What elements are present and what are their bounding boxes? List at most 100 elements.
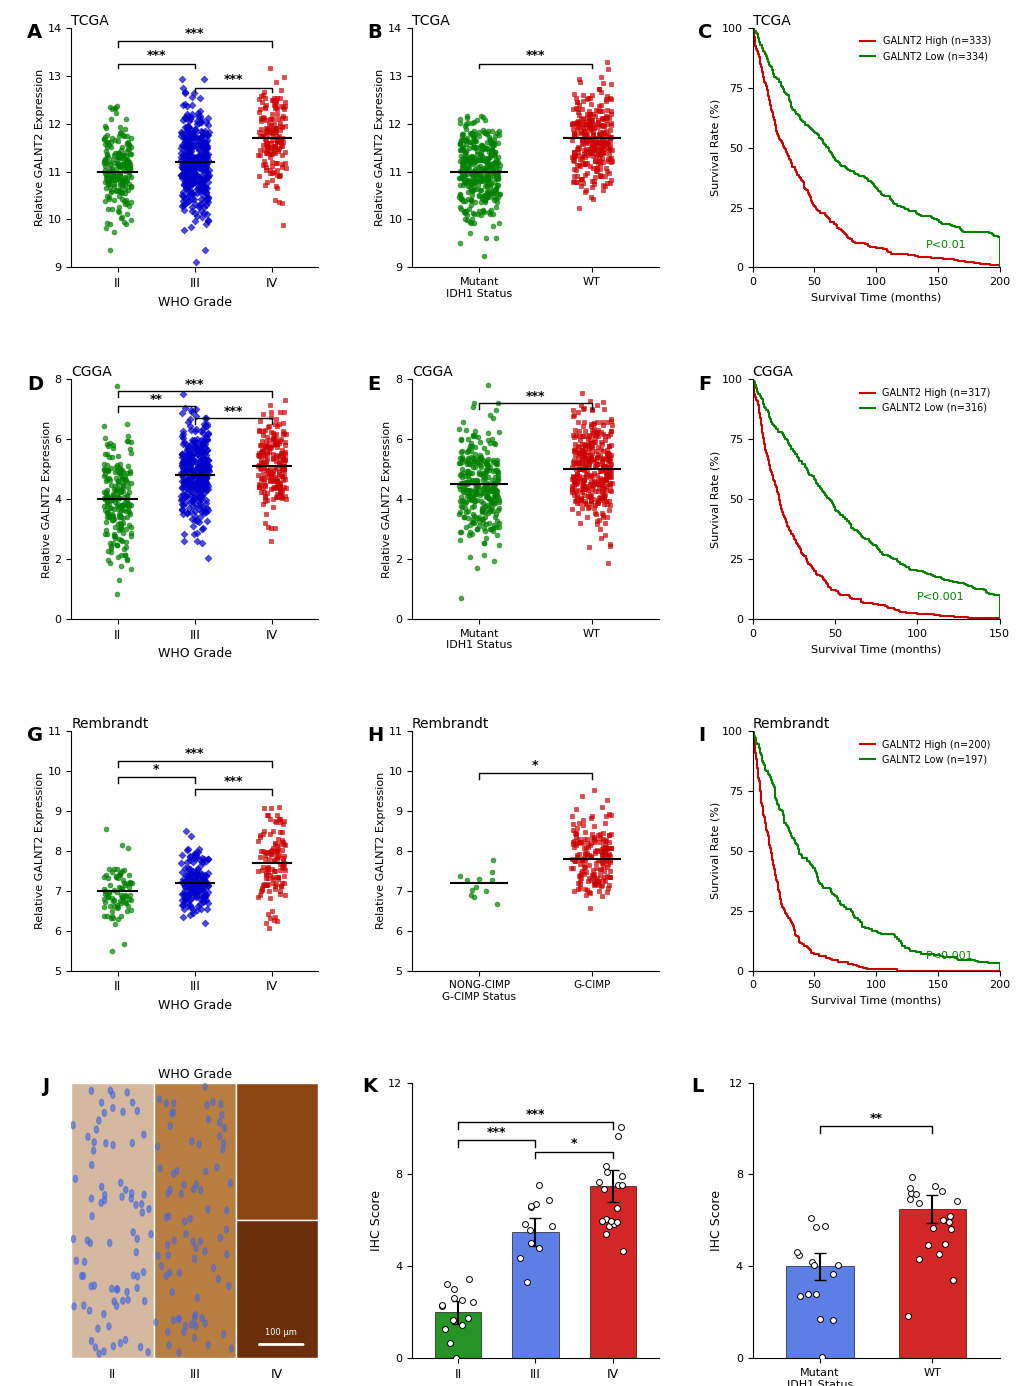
Circle shape	[89, 1283, 93, 1290]
Point	[586, 427, 602, 449]
Point	[567, 850, 583, 872]
Point	[176, 166, 193, 188]
Point	[103, 496, 119, 518]
Point	[107, 97, 123, 119]
Point	[276, 401, 292, 423]
Point	[573, 862, 589, 884]
Point	[453, 1289, 470, 1311]
Point	[271, 844, 287, 866]
Point	[516, 1213, 532, 1235]
Point	[194, 175, 210, 197]
Point	[181, 416, 198, 438]
Point	[253, 86, 269, 108]
Point	[585, 169, 601, 191]
Point	[598, 172, 614, 194]
Point	[252, 826, 268, 848]
Point	[436, 1318, 452, 1340]
Point	[186, 126, 203, 148]
Circle shape	[194, 1245, 198, 1252]
Point	[184, 136, 201, 158]
Point	[179, 125, 196, 147]
Point	[180, 158, 197, 180]
Point	[593, 460, 609, 482]
Point	[175, 76, 192, 98]
Point	[455, 154, 472, 176]
Point	[265, 434, 281, 456]
Point	[179, 410, 196, 432]
Point	[264, 427, 280, 449]
Point	[111, 486, 127, 509]
Point	[263, 843, 279, 865]
Point	[596, 812, 612, 834]
Point	[255, 83, 271, 105]
Point	[262, 114, 278, 136]
Point	[590, 123, 606, 146]
Point	[488, 191, 504, 213]
Point	[579, 485, 595, 507]
Point	[574, 471, 590, 493]
Point	[179, 134, 196, 157]
Point	[99, 432, 115, 455]
Point	[178, 186, 195, 208]
Point	[462, 122, 478, 144]
Point	[591, 445, 607, 467]
Point	[101, 213, 117, 236]
Point	[459, 452, 475, 474]
Point	[602, 444, 619, 466]
Point	[252, 140, 268, 162]
Point	[183, 419, 200, 441]
Point	[176, 474, 193, 496]
Point	[268, 151, 284, 173]
Point	[189, 134, 205, 157]
Point	[485, 550, 501, 572]
Point	[267, 875, 283, 897]
Point	[266, 809, 282, 832]
Point	[180, 136, 197, 158]
Point	[589, 872, 605, 894]
Point	[450, 417, 467, 439]
Point	[184, 187, 201, 209]
Point	[464, 208, 480, 230]
Circle shape	[172, 1236, 176, 1243]
Point	[258, 862, 274, 884]
Point	[485, 520, 501, 542]
Point	[198, 444, 214, 466]
Point	[274, 446, 290, 468]
Point	[267, 423, 283, 445]
Point	[179, 165, 196, 187]
Point	[453, 466, 470, 488]
Point	[97, 891, 113, 913]
Point	[569, 144, 585, 166]
Point	[568, 466, 584, 488]
Circle shape	[88, 1239, 92, 1246]
Point	[582, 137, 598, 159]
Point	[270, 432, 286, 455]
Point	[200, 847, 216, 869]
Point	[572, 394, 588, 416]
Point	[99, 468, 115, 491]
Point	[177, 396, 194, 419]
Point	[277, 477, 293, 499]
Point	[102, 496, 118, 518]
Point	[483, 200, 499, 222]
Point	[190, 105, 206, 128]
Point	[463, 445, 479, 467]
Point	[463, 470, 479, 492]
Point	[450, 186, 467, 208]
Point	[120, 481, 137, 503]
Point	[261, 438, 277, 460]
Circle shape	[146, 1349, 150, 1356]
Point	[468, 140, 484, 162]
Point	[265, 463, 281, 485]
Point	[488, 470, 504, 492]
Point	[96, 464, 112, 486]
Point	[102, 96, 118, 118]
Point	[104, 168, 120, 190]
Point	[267, 141, 283, 164]
Point	[192, 438, 208, 460]
Point	[275, 452, 291, 474]
Point	[260, 143, 276, 165]
Point	[566, 822, 582, 844]
Point	[484, 450, 500, 473]
Point	[266, 859, 282, 881]
